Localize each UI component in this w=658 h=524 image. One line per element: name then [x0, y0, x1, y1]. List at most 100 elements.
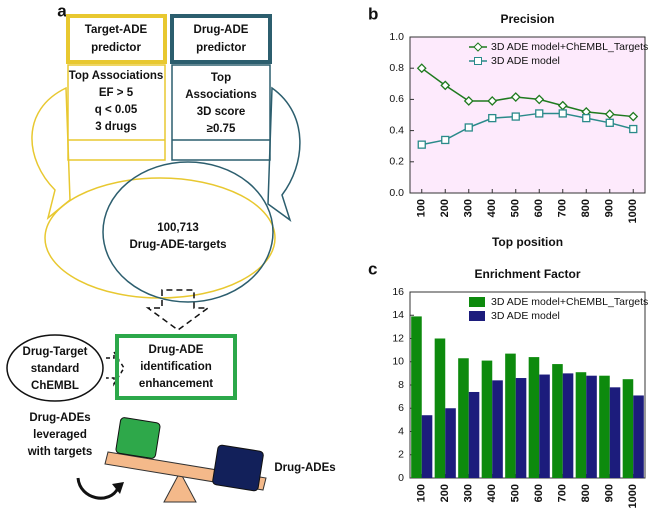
- box: [119, 338, 233, 396]
- x-tick-label: 800: [580, 484, 592, 502]
- marker: [440, 80, 451, 91]
- ellipse: [102, 161, 274, 303]
- y-tick-label: 4: [398, 425, 404, 437]
- box: [67, 64, 166, 161]
- marker: [416, 63, 427, 74]
- bar: [505, 353, 516, 478]
- x-tick-label: 300: [463, 199, 475, 217]
- rotate-arrow: [76, 477, 120, 500]
- navy-block: [212, 444, 264, 492]
- bar: [552, 364, 563, 478]
- marker: [558, 109, 567, 118]
- marker: [441, 135, 450, 145]
- marker: [582, 113, 591, 123]
- diagram: a Target-ADE predictor Drug-ADE predictor …: [6, 1, 336, 503]
- y-tick-label: 0: [398, 472, 404, 484]
- bar: [528, 357, 540, 478]
- marker: [464, 123, 473, 132]
- marker: [604, 109, 615, 120]
- y-tick-label: 0.4: [389, 124, 404, 136]
- bar: [633, 395, 644, 478]
- label-text: Drug-ADEs: [274, 462, 335, 474]
- y-tick-label: 0.8: [389, 62, 404, 74]
- x-tick-label: 500: [510, 199, 522, 217]
- center-text: 100,713 Drug-ADE-targets: [129, 222, 226, 251]
- legend-label: 3D ADE model+ChEMBL_Targets: [491, 296, 648, 308]
- x-tick-label: 100: [416, 484, 428, 502]
- x-tick-label: 400: [486, 199, 498, 217]
- box: [170, 14, 272, 64]
- legend-swatch: [469, 297, 485, 307]
- box-text: Target-ADE predictor: [85, 24, 148, 54]
- marker: [629, 124, 638, 134]
- bar: [468, 391, 480, 478]
- chart-title: Precision: [500, 12, 554, 26]
- arrow-head: [112, 482, 124, 494]
- green-block: [115, 417, 161, 459]
- x-tick-label: 200: [439, 199, 451, 217]
- legend-label: 3D ADE model+ChEMBL_Targets: [491, 41, 648, 53]
- x-tick-label: 500: [510, 484, 522, 502]
- marker: [463, 96, 474, 106]
- dashed-arrow: [106, 349, 125, 387]
- legend-box: [463, 294, 641, 326]
- x-tick-label: 900: [604, 484, 616, 502]
- bar: [481, 360, 493, 478]
- bar: [445, 408, 456, 478]
- y-tick-label: 1.0: [389, 31, 404, 43]
- legend-marker: [473, 42, 483, 52]
- x-tick-label: 300: [463, 484, 475, 502]
- marker: [628, 111, 639, 122]
- box: [70, 18, 163, 60]
- bar: [622, 379, 634, 478]
- panel-label: b: [368, 4, 378, 23]
- bar: [411, 316, 422, 478]
- panel-label: a: [57, 1, 67, 20]
- dashed-arrow: [145, 289, 211, 331]
- x-tick-label: 800: [580, 199, 592, 217]
- marker: [510, 92, 521, 102]
- x-tick-label: 200: [439, 484, 451, 502]
- bar: [458, 358, 469, 478]
- label-text: Drug-ADEs leveraged with targets: [27, 412, 93, 458]
- y-tick-label: 0.0: [389, 187, 404, 199]
- y-tick-label: 6: [398, 402, 404, 414]
- bar: [562, 373, 574, 478]
- y-tick-label: 14: [392, 309, 404, 321]
- y-tick-label: 16: [392, 286, 404, 298]
- box: [115, 334, 237, 400]
- bar: [492, 380, 503, 478]
- bar: [539, 374, 550, 478]
- box-text: Top Associations 3D score ≥0.75: [185, 72, 257, 135]
- series-line: [421, 67, 634, 118]
- legend-label: 3D ADE model: [491, 310, 560, 322]
- legend-swatch: [469, 311, 485, 321]
- x-tick-label: 400: [486, 484, 498, 502]
- box-text: Drug-ADE identification enhancement: [139, 344, 213, 390]
- marker: [488, 113, 497, 123]
- marker: [535, 109, 544, 118]
- y-tick-label: 0.2: [389, 156, 404, 168]
- curved-arrow: [31, 86, 71, 221]
- y-tick-label: 12: [392, 332, 404, 344]
- marker: [511, 112, 520, 121]
- bar: [586, 375, 597, 478]
- legend-label: 3D ADE model: [491, 55, 560, 67]
- chart-title: Enrichment Factor: [474, 267, 580, 281]
- bar: [434, 338, 446, 478]
- x-tick-label: 600: [533, 484, 545, 502]
- y-tick-label: 2: [398, 449, 404, 461]
- bar: [609, 387, 621, 478]
- fulcrum: [163, 470, 197, 503]
- box: [171, 64, 271, 161]
- legend-marker: [474, 57, 482, 65]
- y-tick-label: 10: [392, 356, 404, 368]
- marker: [605, 118, 614, 127]
- y-tick-label: 0.6: [389, 93, 404, 105]
- bar: [599, 375, 610, 478]
- box-text: Drug-ADE predictor: [194, 24, 249, 54]
- x-tick-label: 700: [557, 484, 569, 502]
- marker: [417, 140, 426, 149]
- x-tick-label: 1000: [627, 199, 639, 223]
